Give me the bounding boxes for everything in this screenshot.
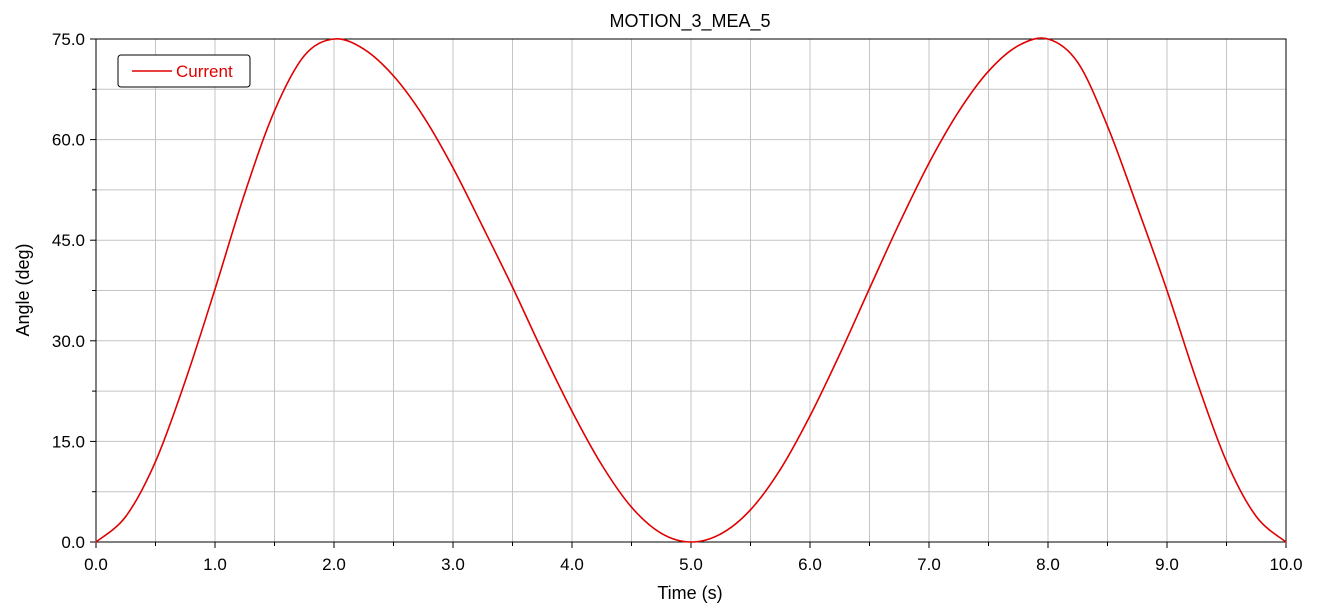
data-point: [898, 222, 901, 225]
x-tick-label: 6.0: [798, 555, 822, 574]
data-point: [571, 410, 573, 413]
x-tick-label: 3.0: [441, 555, 465, 574]
data-point: [1076, 61, 1079, 64]
data-point: [690, 541, 692, 543]
data-point: [1195, 380, 1198, 382]
data-point: [303, 54, 306, 57]
data-point: [660, 532, 663, 535]
data-point: [273, 109, 276, 112]
y-tick-label: 30.0: [52, 332, 85, 351]
data-point: [928, 162, 930, 164]
data-point: [452, 166, 454, 169]
y-tick-label: 75.0: [52, 30, 85, 49]
data-point: [1136, 205, 1139, 208]
x-tick-label: 2.0: [322, 555, 346, 574]
data-point: [333, 38, 335, 40]
data-point: [422, 115, 425, 117]
legend-label: Current: [176, 62, 233, 81]
data-point: [868, 287, 871, 290]
series-layer: [95, 37, 1287, 543]
data-point: [95, 541, 97, 543]
y-tick-label: 60.0: [52, 131, 85, 150]
x-axis-title: Time (s): [657, 583, 722, 603]
data-point: [719, 533, 722, 535]
data-point: [124, 515, 127, 518]
data-point: [987, 70, 990, 72]
x-tick-label: 9.0: [1155, 555, 1179, 574]
x-tick-label: 5.0: [679, 555, 703, 574]
data-point: [541, 350, 544, 352]
x-tick-label: 0.0: [84, 555, 108, 574]
data-point: [243, 192, 246, 195]
legend: Current: [117, 54, 251, 88]
x-tick-label: 4.0: [560, 555, 584, 574]
x-tick-label: 7.0: [917, 555, 941, 574]
x-tick-label: 10.0: [1269, 555, 1302, 574]
data-point: [1255, 515, 1258, 518]
data-point: [1166, 289, 1168, 292]
data-point: [630, 506, 633, 508]
data-point: [481, 225, 484, 228]
data-point: [957, 110, 960, 113]
data-point: [154, 460, 157, 463]
chart-title: MOTION_3_MEA_5: [609, 11, 770, 32]
data-point: [600, 464, 603, 466]
data-point: [1106, 125, 1109, 127]
grid: [96, 39, 1286, 542]
x-tick-label: 1.0: [203, 555, 227, 574]
x-tick-label: 8.0: [1036, 555, 1060, 574]
legend-box: [117, 54, 251, 88]
data-point: [1225, 460, 1228, 463]
data-point: [1017, 44, 1020, 47]
data-point: [362, 48, 365, 50]
data-point: [392, 75, 395, 77]
data-point: [749, 509, 752, 511]
axis-ticks: 0.0 1.0 2.0 3.0 4.0 5.0 6.0 7.0 8.0 9.0 10.0 0.0 15.…: [52, 30, 1303, 574]
data-point: [511, 286, 514, 288]
y-axis-title: Angle (deg): [13, 243, 33, 336]
data-point: [779, 468, 782, 471]
data-point: [809, 415, 811, 417]
data-point: [214, 288, 216, 290]
y-tick-label: 15.0: [52, 432, 85, 451]
data-point: [184, 380, 187, 382]
data-point: [838, 353, 841, 356]
y-tick-label: 45.0: [52, 231, 85, 250]
y-tick-label: 0.0: [61, 533, 85, 552]
data-point: [1047, 38, 1049, 40]
data-point: [1285, 541, 1287, 543]
